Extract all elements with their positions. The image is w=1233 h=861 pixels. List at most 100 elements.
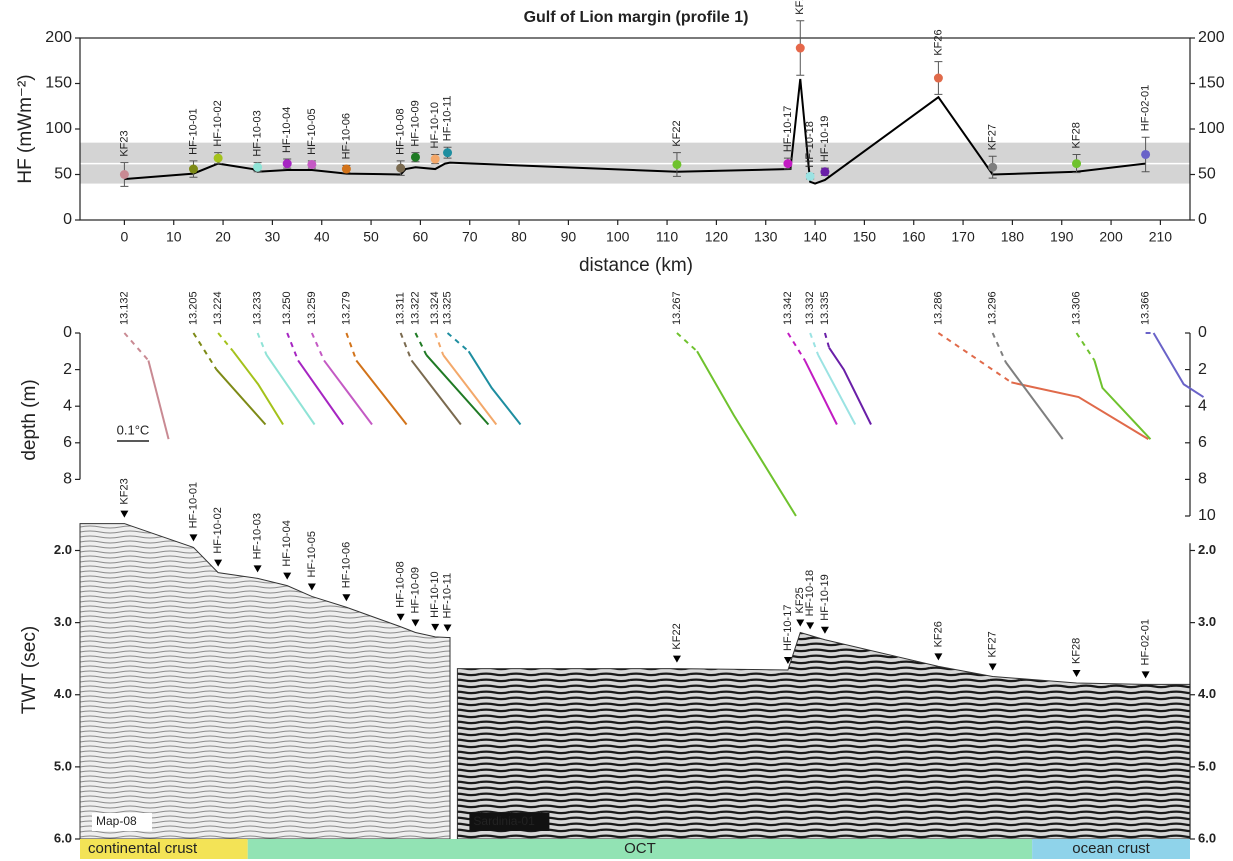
temperature-label: 13.205 — [187, 291, 199, 325]
y-tick-label: 4.0 — [54, 686, 72, 701]
station-marker — [783, 657, 792, 665]
temperature-label: 13.224 — [212, 291, 224, 325]
x-axis-label: distance (km) — [579, 255, 693, 276]
temperature-label: 13.279 — [340, 291, 352, 325]
data-point — [933, 73, 943, 83]
data-point — [341, 164, 351, 174]
y2-tick-label: 0 — [1198, 211, 1207, 228]
profile-extrapolation — [217, 332, 234, 352]
station-marker — [796, 619, 805, 627]
panel-label: Sardinia-01 — [473, 814, 535, 828]
data-point — [213, 153, 223, 163]
station-label: HF-10-05 — [306, 108, 318, 154]
station-label: KF28 — [1070, 638, 1082, 664]
data-point — [795, 43, 805, 53]
profile-extrapolation — [345, 332, 358, 361]
panel-label-box — [469, 813, 550, 831]
station-label: HF-10-10 — [429, 102, 441, 148]
x-tick-label: 60 — [413, 229, 429, 245]
profile-extrapolation — [823, 332, 831, 348]
x-tick-label: 150 — [853, 229, 877, 245]
temperature-label: 13.332 — [804, 291, 816, 325]
temperature-profile — [696, 350, 797, 517]
x-tick-label: 10 — [166, 229, 182, 245]
x-tick-label: 130 — [754, 229, 778, 245]
profile-extrapolation — [414, 332, 428, 356]
temperature-label: 13.322 — [409, 291, 421, 325]
y-tick-label: 100 — [45, 120, 72, 137]
y2-tick-label: 3.0 — [1198, 614, 1216, 629]
temperature-profile — [297, 359, 345, 426]
x-tick-label: 210 — [1149, 229, 1173, 245]
plot-frame — [79, 37, 1191, 221]
y2-tick-label: 50 — [1198, 166, 1216, 183]
profile-extrapolation — [310, 332, 325, 361]
temperature-profile — [425, 354, 490, 426]
data-point — [820, 167, 830, 177]
profile-extrapolation — [809, 332, 820, 356]
temperature-profile — [232, 350, 284, 426]
temperature-label: 13.306 — [1070, 291, 1082, 325]
station-marker — [253, 565, 262, 573]
temperature-profile — [442, 354, 498, 426]
station-label: KF26 — [932, 621, 944, 647]
temperature-profile — [828, 347, 872, 425]
station-marker — [342, 594, 351, 602]
station-marker — [214, 559, 223, 567]
station-label: HF-10-09 — [409, 567, 421, 613]
station-label: HF-10-02 — [212, 100, 224, 146]
y-tick-label: 50 — [54, 166, 72, 183]
y2-tick-label: 6.0 — [1198, 830, 1216, 845]
y2-tick-label: 150 — [1198, 75, 1225, 92]
data-point — [410, 152, 420, 162]
temperature-label: 13.259 — [306, 291, 318, 325]
profile-extrapolation — [434, 332, 445, 356]
seismic-panel — [456, 631, 1191, 840]
x-tick-label: 110 — [656, 229, 679, 245]
station-label: HF-10-18 — [804, 121, 816, 167]
profile-extrapolation — [1075, 332, 1096, 361]
y-axis-label: depth (m) — [19, 379, 40, 460]
profile-extrapolation — [787, 332, 806, 361]
x-tick-label: 170 — [951, 229, 975, 245]
station-marker — [307, 583, 316, 591]
x-tick-label: 200 — [1099, 229, 1123, 245]
temperature-label: 13.335 — [819, 291, 831, 325]
station-label: HF-02-01 — [1140, 619, 1152, 665]
station-label: HF-10-17 — [782, 605, 794, 651]
station-label: HF-10-04 — [281, 520, 293, 566]
station-label: HF-10-18 — [804, 570, 816, 616]
station-label: HF-10-01 — [187, 482, 199, 528]
y2-tick-label: 2.0 — [1198, 542, 1216, 557]
profile-extrapolation — [256, 332, 268, 356]
temperature-profile — [467, 350, 522, 426]
profile-extrapolation — [446, 332, 470, 353]
y2-tick-label: 8 — [1198, 471, 1207, 488]
station-marker — [1072, 669, 1081, 677]
temperature-label: 13.325 — [441, 291, 453, 325]
crust-domain — [247, 839, 1033, 859]
data-point — [672, 159, 682, 169]
data-point — [430, 154, 440, 164]
x-tick-label: 140 — [803, 229, 827, 245]
y-tick-label: 2 — [63, 361, 72, 378]
data-point — [119, 170, 129, 179]
station-marker — [1141, 671, 1150, 679]
station-label: KF23 — [118, 130, 130, 156]
panel-label: Map-08 — [96, 814, 137, 828]
temperature-label: 13.366 — [1140, 291, 1152, 325]
station-label: KF22 — [671, 623, 683, 649]
data-point — [1072, 159, 1082, 169]
temperature-label: 13.342 — [782, 291, 794, 325]
y2-tick-label: 10 — [1198, 507, 1216, 524]
x-tick-label: 90 — [561, 229, 577, 245]
temperature-profile — [323, 359, 373, 426]
station-label: KF25 — [794, 587, 806, 613]
station-label: HF-10-17 — [782, 106, 794, 152]
station-label: HF-10-10 — [429, 571, 441, 617]
y2-tick-label: 5.0 — [1198, 758, 1216, 773]
profile-extrapolation — [399, 332, 413, 361]
y-tick-label: 5.0 — [54, 758, 72, 773]
y2-tick-label: 4 — [1198, 397, 1207, 414]
